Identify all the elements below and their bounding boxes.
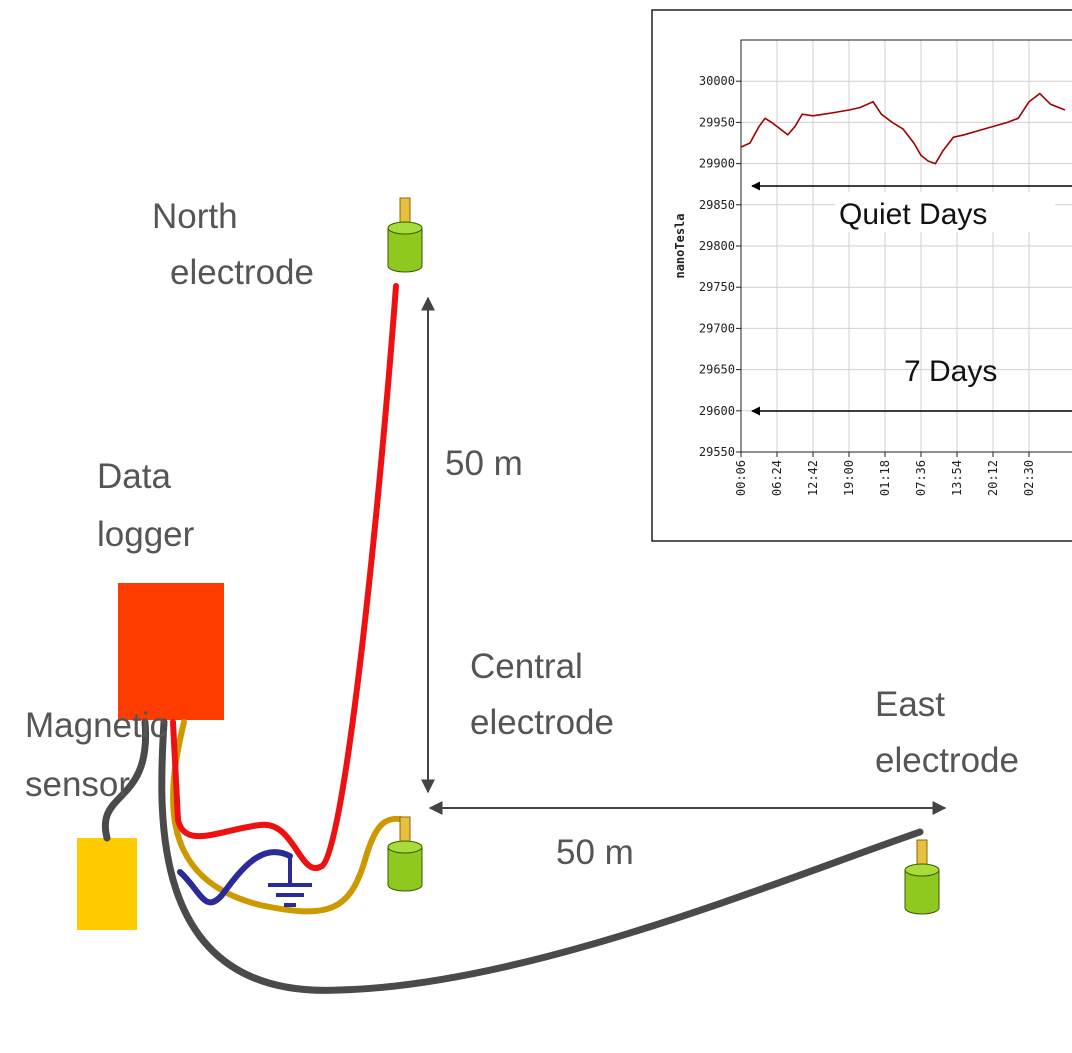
magnetic-sensor — [77, 838, 137, 930]
cable — [158, 718, 924, 994]
y-tick-label: 30000 — [699, 74, 735, 88]
label: Data — [97, 457, 171, 496]
x-tick-label: 12:42 — [806, 460, 820, 496]
y-tick-label: 29900 — [699, 157, 735, 171]
x-tick-label: 00:06 — [734, 460, 748, 496]
x-tick-label: 07:36 — [914, 460, 928, 496]
y-tick-label: 29800 — [699, 239, 735, 253]
label: electrode — [875, 741, 1019, 780]
label: North — [152, 197, 238, 236]
cable — [170, 283, 399, 872]
data-line — [741, 92, 1066, 165]
data-logger — [118, 583, 224, 720]
cable — [170, 719, 408, 915]
electrode — [904, 839, 940, 915]
y-tick-label: 29950 — [699, 115, 735, 129]
electrode — [387, 197, 423, 273]
y-axis-label: nanoTesla — [673, 213, 687, 278]
electrode — [387, 816, 423, 892]
x-tick-label: 01:18 — [878, 460, 892, 496]
x-tick-label: 13:54 — [950, 460, 964, 496]
chart: 29550 29600 29650 29700 29750 29800 29850 29900… — [651, 9, 1072, 542]
x-tick-label: 19:00 — [842, 460, 856, 496]
y-tick-label: 29600 — [699, 404, 735, 418]
distance-label: 50 m — [445, 444, 523, 483]
y-tick-label: 29750 — [699, 280, 735, 294]
label: sensor — [25, 765, 130, 804]
annotation-bg — [835, 192, 1055, 232]
annotation: 7 Days — [904, 355, 997, 388]
x-tick-label: 06:24 — [770, 460, 784, 496]
y-tick-label: 29700 — [699, 321, 735, 335]
cable — [101, 718, 150, 842]
x-tick-label: 20:12 — [986, 460, 1000, 496]
annotation: Quiet Days — [839, 198, 987, 231]
chart-frame — [651, 9, 1072, 542]
label: electrode — [470, 703, 614, 742]
distance-label: 50 m — [556, 833, 634, 872]
cable — [177, 849, 293, 906]
label: electrode — [170, 253, 314, 292]
ground-symbol — [268, 856, 312, 907]
label: East — [875, 685, 945, 724]
label: Magnetic — [25, 706, 167, 745]
x-tick-label: 02:30 — [1022, 460, 1036, 496]
label: Central — [470, 647, 583, 686]
label: logger — [97, 515, 195, 554]
y-tick-label: 29650 — [699, 363, 735, 377]
plot-area — [740, 39, 1072, 453]
y-tick-label: 29850 — [699, 198, 735, 212]
y-tick-label: 29550 — [699, 445, 735, 459]
